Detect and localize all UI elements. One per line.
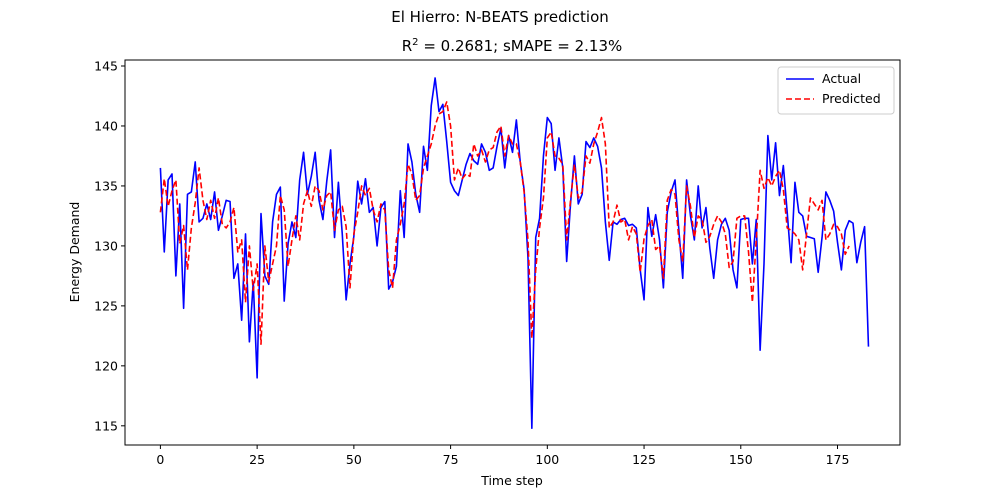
y-axis-label: Energy Demand (67, 202, 82, 303)
chart-title-rest: = 0.2681; sMAPE = 2.13% (419, 37, 623, 55)
x-tick-label: 75 (443, 452, 459, 467)
series-layer (159, 77, 870, 430)
plot-frame (124, 59, 901, 446)
series-line-predicted (159, 101, 850, 346)
y-axis-ticks: 115 120 125 130 135 140 145 (94, 58, 125, 433)
x-axis-label: Time step (480, 473, 543, 488)
y-tick-label: 145 (94, 58, 118, 73)
chart-suptitle: El Hierro: N-BEATS prediction (391, 8, 609, 26)
legend-label-actual: Actual (822, 71, 861, 86)
chart-title: R2 = 0.2681; sMAPE = 2.13% (402, 37, 623, 55)
y-tick-label: 135 (94, 178, 118, 193)
x-tick-label: 50 (346, 452, 362, 467)
x-tick-label: 100 (535, 452, 559, 467)
x-tick-label: 0 (156, 452, 164, 467)
x-axis-ticks: 0 25 50 75 100 125 150 175 (156, 445, 849, 467)
y-tick-label: 140 (94, 118, 118, 133)
y-tick-label: 115 (94, 418, 118, 433)
chart-title-prefix: R (402, 37, 412, 55)
plot-area: 0 25 50 75 100 125 150 175 115 120 125 130 135 140 14… (94, 58, 901, 467)
legend-label-predicted: Predicted (822, 91, 881, 106)
y-tick-label: 125 (94, 298, 118, 313)
chart-title-superscript: 2 (412, 37, 418, 48)
x-tick-label: 150 (729, 452, 753, 467)
x-tick-label: 125 (632, 452, 656, 467)
legend: Actual Predicted (777, 66, 895, 115)
y-tick-label: 120 (94, 358, 118, 373)
series-line-actual (159, 77, 870, 430)
y-tick-label: 130 (94, 238, 118, 253)
x-tick-label: 175 (826, 452, 850, 467)
x-tick-label: 25 (249, 452, 265, 467)
